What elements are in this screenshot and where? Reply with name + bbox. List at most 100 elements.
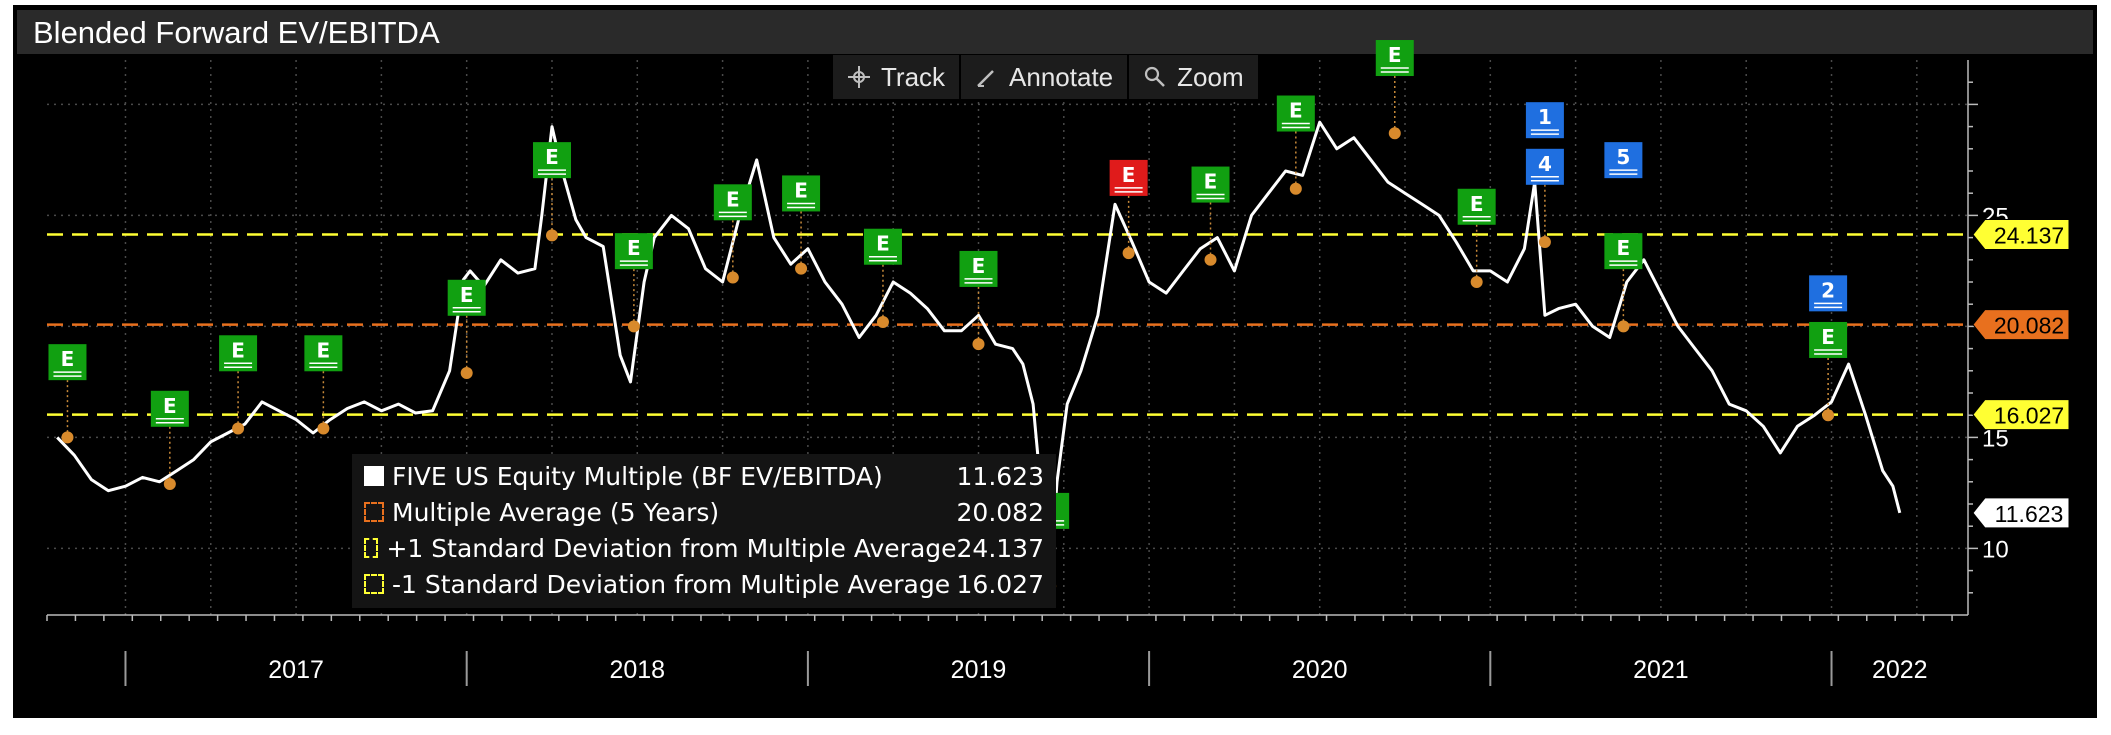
magnifier-icon <box>1145 66 1166 87</box>
reference-value-label: 11.623 <box>1972 497 2070 529</box>
event-flag-label: 4 <box>1538 152 1552 176</box>
x-tick-label: 2017 <box>268 656 324 684</box>
reference-value-label: 20.082 <box>1972 309 2070 341</box>
x-tick-label: 2019 <box>951 656 1007 684</box>
zoom-label: Zoom <box>1177 61 1244 92</box>
legend-swatch-average <box>364 502 384 522</box>
event-flag: 5 <box>1604 142 1643 179</box>
event-flag: E <box>863 228 902 265</box>
event-flag-label: E <box>627 236 641 260</box>
event-flag-box <box>219 335 258 372</box>
event-flag: E <box>1604 233 1643 270</box>
event-flag: E <box>219 335 258 372</box>
event-flag: 2 <box>1809 275 1848 312</box>
x-tick-label: 2022 <box>1872 656 1928 684</box>
event-flag-label: 2 <box>1821 278 1835 302</box>
x-tick-label: 2020 <box>1292 656 1348 684</box>
event-flag: E <box>614 233 653 270</box>
event-flag: E <box>713 184 752 221</box>
event-flag-box <box>1276 95 1315 132</box>
event-dot <box>545 229 558 242</box>
value-label-text: 16.027 <box>1994 403 2064 429</box>
legend-label: Multiple Average (5 Years) <box>392 497 720 527</box>
event-flag: 4 <box>1525 148 1564 185</box>
event-dot <box>876 315 889 328</box>
event-flag-box <box>1525 148 1564 185</box>
value-label-text: 24.137 <box>1994 223 2064 249</box>
event-flag-box <box>447 279 486 316</box>
event-flag: E <box>447 279 486 316</box>
event-flag: E <box>1457 188 1496 225</box>
event-flag: E <box>48 344 87 381</box>
event-flag-label: E <box>1388 43 1402 67</box>
event-flag: E <box>1191 166 1230 203</box>
legend-value: 11.623 <box>956 461 1044 491</box>
reference-value-label: 24.137 <box>1972 219 2070 251</box>
event-dot <box>232 422 245 435</box>
event-flag-label: E <box>231 338 245 362</box>
event-flag: E <box>1809 321 1848 358</box>
legend-value: 20.082 <box>956 497 1044 527</box>
legend-swatch-plus-std <box>364 538 379 558</box>
track-label: Track <box>881 61 946 92</box>
reference-value-label: 16.027 <box>1972 399 2070 431</box>
event-flag: E <box>1375 40 1414 77</box>
event-flag-box <box>1109 159 1148 196</box>
event-flag-label: E <box>460 283 474 307</box>
event-flag-box <box>1375 40 1414 77</box>
event-flag-label: E <box>1821 325 1835 349</box>
value-label-box <box>1972 309 2070 341</box>
legend-item: -1 Standard Deviation from Multiple Aver… <box>364 568 1044 600</box>
crosshair-icon <box>848 66 870 88</box>
event-flag-box <box>532 142 571 179</box>
chart-toolbar: Track Annotate Zoom <box>833 55 1258 99</box>
event-flag-label: E <box>545 145 559 169</box>
y-tick-label: 10 <box>1982 536 2009 563</box>
event-flag-label: E <box>794 178 808 202</box>
track-button[interactable]: Track <box>833 55 960 99</box>
legend-label: +1 Standard Deviation from Multiple Aver… <box>386 533 957 563</box>
series-line <box>56 120 1902 584</box>
event-flag-box <box>713 184 752 221</box>
event-flag-label: E <box>1204 170 1218 194</box>
event-flag-label: E <box>1617 236 1631 260</box>
event-flag-label: 1 <box>1538 105 1552 129</box>
event-flag: E <box>150 390 189 427</box>
event-flag-label: E <box>317 338 331 362</box>
event-flag-box <box>1525 102 1564 139</box>
zoom-button[interactable]: Zoom <box>1129 55 1258 99</box>
event-flag-label: E <box>726 187 740 211</box>
event-flag-label: E <box>1470 192 1484 216</box>
legend-item: +1 Standard Deviation from Multiple Aver… <box>364 532 1044 564</box>
event-flag-box <box>1191 166 1230 203</box>
event-flag-label: E <box>61 347 75 371</box>
pencil-icon <box>977 70 994 87</box>
event-flag: E <box>959 250 998 287</box>
event-flag: 1 <box>1525 102 1564 139</box>
event-flag-box <box>304 335 343 372</box>
legend-value: 16.027 <box>956 569 1044 599</box>
event-flag-label: E <box>1289 99 1303 123</box>
legend-item: FIVE US Equity Multiple (BF EV/EBITDA) 1… <box>364 460 1044 492</box>
event-dot <box>61 431 74 444</box>
event-dot <box>1538 236 1551 249</box>
event-flag-box <box>1604 233 1643 270</box>
legend-label: FIVE US Equity Multiple (BF EV/EBITDA) <box>392 461 883 491</box>
event-flag-label: E <box>876 232 890 256</box>
event-dot <box>317 422 330 435</box>
event-dot <box>460 367 473 380</box>
event-dot <box>627 320 640 333</box>
event-flag-label: E <box>163 394 177 418</box>
value-label-box <box>1972 219 2070 251</box>
annotate-label: Annotate <box>1009 61 1114 92</box>
event-dot <box>1617 320 1630 333</box>
event-flag-box <box>614 233 653 270</box>
legend: FIVE US Equity Multiple (BF EV/EBITDA) 1… <box>352 454 1056 608</box>
event-dot <box>1822 409 1835 422</box>
value-label-box <box>1972 497 2070 529</box>
event-flag-box <box>1809 275 1848 312</box>
annotate-button[interactable]: Annotate <box>961 55 1128 99</box>
value-label-text: 20.082 <box>1994 313 2064 339</box>
event-dot <box>163 478 176 491</box>
